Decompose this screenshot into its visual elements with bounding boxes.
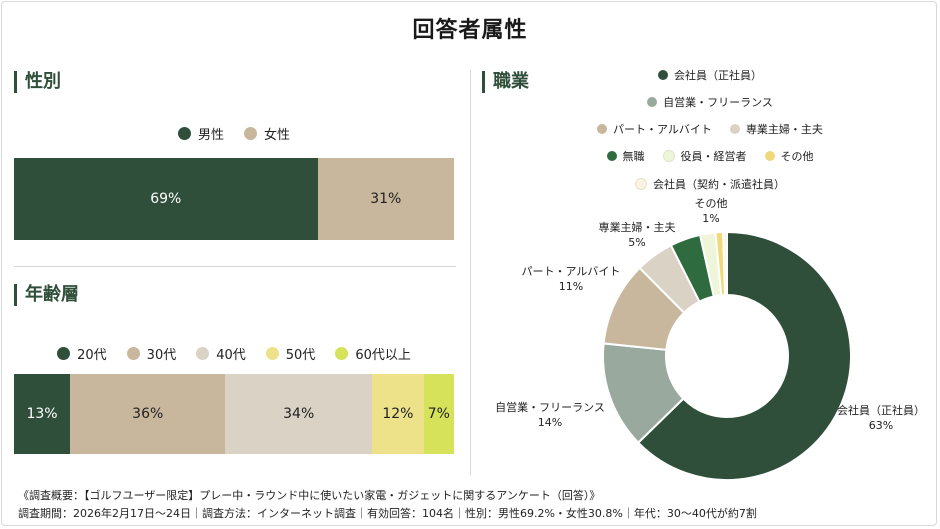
- age-bar-segment: 13%: [14, 374, 71, 454]
- age-legend-label: 30代: [146, 348, 177, 363]
- age-legend-label: 40代: [216, 348, 246, 363]
- age-legend-swatch: [126, 347, 140, 360]
- occupation-legend-label: 専業主婦・主夫: [745, 123, 823, 136]
- age-bar-segment: 12%: [372, 374, 424, 454]
- age-legend-item: 20代: [57, 344, 107, 363]
- survey-summary-note: 《調査概要：【ゴルフユーザー限定】プレー中・ラウンド中に使いたい家電・ガジェット…: [18, 489, 601, 502]
- occupation-legend-label: 無職: [622, 150, 645, 163]
- occupation-legend-row: 会社員（契約・派遣社員）: [480, 176, 940, 192]
- occupation-legend-swatch: [764, 151, 775, 161]
- occupation-legend-label: 自営業・フリーランス: [663, 96, 773, 109]
- age-legend-item: 50代: [265, 344, 316, 363]
- occupation-legend-item: その他: [764, 148, 814, 164]
- section-divider: [14, 266, 456, 267]
- gender-legend-label: 男性: [197, 128, 224, 143]
- gender-bar-segment: 69%: [14, 158, 318, 240]
- age-legend-label: 20代: [77, 348, 107, 363]
- occupation-legend-swatch: [658, 70, 668, 80]
- age-legend-swatch: [265, 347, 279, 360]
- occupation-legend-row: パート・アルバイト 専業主婦・主夫: [480, 121, 940, 137]
- occupation-legend-swatch: [597, 124, 608, 134]
- occupation-legend-label: 会社員（契約・派遣社員）: [653, 178, 785, 191]
- page-title: 回答者属性: [412, 18, 528, 43]
- occupation-legend-label: その他: [780, 150, 814, 163]
- gender-legend-label: 女性: [264, 128, 291, 143]
- age-legend-item: 60代以上: [335, 344, 411, 363]
- occupation-legend-row: 会社員（正社員）: [480, 67, 940, 83]
- age-bar: 13% 36% 34% 12% 7%: [14, 374, 454, 454]
- occupation-legend-row: 自営業・フリーランス: [480, 94, 940, 110]
- column-divider: [470, 70, 471, 475]
- occupation-legend-item: 会社員（正社員）: [658, 67, 762, 83]
- age-legend-label: 60代以上: [355, 348, 411, 363]
- gender-bar: 69% 31%: [14, 158, 454, 240]
- occupation-section-title: 職業: [482, 71, 529, 93]
- age-legend-swatch: [335, 347, 349, 360]
- occupation-legend-row: 無職 役員・経営者 その他: [480, 148, 940, 164]
- gender-legend-item: 男性: [177, 124, 224, 143]
- age-section-title: 年齢層: [14, 284, 79, 306]
- occupation-legend-item: 無職: [606, 148, 645, 164]
- age-bar-segment: 7%: [423, 374, 454, 454]
- occupation-legend-swatch: [635, 178, 647, 190]
- age-legend-label: 50代: [285, 348, 316, 363]
- occupation-legend-label: 会社員（正社員）: [674, 69, 762, 82]
- occupation-legend-label: 役員・経営者: [680, 150, 747, 163]
- age-legend-swatch: [57, 347, 71, 360]
- occupation-legend-label: パート・アルバイト: [613, 123, 712, 136]
- age-legend-item: 40代: [196, 344, 246, 363]
- age-legend-item: 30代: [126, 344, 177, 363]
- gender-legend: 男性 女性: [14, 124, 454, 143]
- occupation-legend-swatch: [647, 97, 658, 107]
- gender-legend-swatch: [244, 127, 257, 140]
- gender-section-title: 性別: [14, 71, 61, 93]
- occupation-legend-item: 役員・経営者: [662, 148, 747, 164]
- gender-legend-swatch: [177, 127, 191, 140]
- occupation-legend-swatch: [662, 150, 675, 162]
- occupation-legend-item: 自営業・フリーランス: [647, 94, 773, 110]
- occupation-legend-item: 会社員（契約・派遣社員）: [635, 176, 785, 192]
- gender-bar-segment: 31%: [317, 158, 454, 240]
- age-bar-segment: 36%: [70, 374, 226, 454]
- age-legend-swatch: [196, 347, 210, 360]
- age-legend: 20代 30代 40代 50代 60代以上: [14, 344, 454, 363]
- survey-details-note: 調査期間：2026年2月17日〜24日｜調査方法：インターネット調査｜有効回答：…: [18, 507, 757, 520]
- occupation-legend-item: 専業主婦・主夫: [729, 121, 823, 137]
- occupation-legend-swatch: [606, 151, 617, 161]
- age-bar-segment: 34%: [225, 374, 373, 454]
- occupation-legend-swatch: [729, 124, 740, 134]
- gender-legend-item: 女性: [244, 124, 290, 143]
- occupation-legend-item: パート・アルバイト: [597, 121, 712, 137]
